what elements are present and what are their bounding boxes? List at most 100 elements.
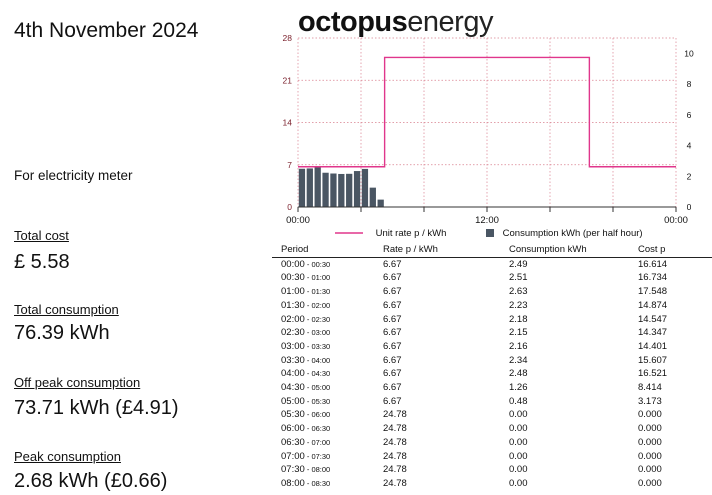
cell-consumption: 0.00 [509, 409, 528, 421]
period-start: 03:30 [281, 354, 305, 366]
cell-rate: 6.67 [383, 368, 402, 380]
table-row: 05:30 - 06:00 24.78 0.00 0.000 [272, 408, 712, 422]
period-start: 01:00 [281, 286, 305, 298]
period-start: 04:00 [281, 368, 305, 380]
period-end: 05:00 [311, 383, 331, 393]
consumption-bar [369, 187, 376, 207]
period-end: 08:30 [311, 478, 331, 488]
cell-consumption: 2.18 [509, 313, 528, 325]
cell-cost: 0.000 [638, 464, 662, 476]
x-tick-label: 00:00 [664, 215, 688, 226]
table-row: 06:30 - 07:00 24.78 0.00 0.000 [272, 436, 712, 450]
period-start: 06:30 [281, 436, 305, 448]
period-separator: - [304, 396, 312, 406]
period-separator: - [304, 314, 312, 324]
period-end: 04:30 [311, 369, 331, 379]
off-peak-value: 73.71 kWh (£4.91) [14, 397, 179, 419]
table-row: 03:00 - 03:30 6.67 2.16 14.401 [272, 340, 712, 354]
period-end: 07:30 [311, 451, 331, 461]
cell-period: 07:00 - 07:30 [272, 450, 383, 464]
consumption-bar [361, 168, 369, 207]
period-start: 01:30 [281, 299, 305, 311]
cell-consumption: 2.49 [509, 258, 528, 270]
peak-label: Peak consumption [14, 449, 121, 464]
period-end: 05:30 [311, 396, 331, 406]
right-axis-tick-label: 0 [687, 202, 692, 212]
meter-label: For electricity meter [14, 168, 133, 183]
period-separator: - [304, 287, 312, 297]
header-rate: Rate p / kWh [383, 244, 438, 255]
consumption-bar [346, 173, 353, 207]
legend-consumption: Consumption kWh (per half hour) [486, 228, 643, 239]
table-row: 07:00 - 07:30 24.78 0.00 0.000 [272, 450, 712, 464]
cell-period: 01:30 - 02:00 [272, 299, 383, 313]
left-axis-tick-label: 14 [283, 118, 293, 128]
period-separator: - [304, 451, 312, 461]
cell-cost: 0.000 [638, 450, 662, 462]
cell-rate: 6.67 [383, 313, 402, 325]
period-end: 01:00 [311, 273, 331, 283]
cell-consumption: 0.48 [509, 395, 528, 407]
table-row: 00:00 - 00:30 6.67 2.49 16.614 [272, 257, 712, 271]
cell-consumption: 1.26 [509, 382, 528, 394]
cell-rate: 6.67 [383, 286, 402, 298]
consumption-table: Period Rate p / kWh Consumption kWh Cost… [272, 243, 712, 491]
x-tick-label: 00:00 [286, 215, 310, 226]
left-axis-tick-label: 21 [283, 75, 293, 85]
cell-period: 00:30 - 01:00 [272, 271, 383, 285]
cell-period: 00:00 - 00:30 [272, 257, 383, 271]
unit-rate-line [298, 56, 676, 168]
period-separator: - [304, 424, 312, 434]
period-end: 01:30 [311, 287, 331, 297]
period-start: 02:00 [281, 313, 305, 325]
cell-rate: 24.78 [383, 477, 407, 489]
cell-rate: 6.67 [383, 299, 402, 311]
table-row: 04:00 - 04:30 6.67 2.48 16.521 [272, 367, 712, 381]
cell-period: 04:30 - 05:00 [272, 381, 383, 395]
consumption-bar [322, 172, 329, 207]
table-header-row: Period Rate p / kWh Consumption kWh Cost… [272, 243, 712, 258]
off-peak-label: Off peak consumption [14, 375, 141, 390]
page-date: 4th November 2024 [14, 19, 199, 42]
cell-consumption: 2.51 [509, 272, 528, 284]
cell-rate: 24.78 [383, 409, 407, 421]
cell-cost: 3.173 [638, 395, 662, 407]
period-start: 04:30 [281, 382, 305, 394]
consumption-rate-chart: 00:00 12:00 00:00 0 7 14 21 28 0 2 4 6 8 10 [283, 33, 694, 226]
period-separator: - [304, 478, 312, 488]
legend-consumption-swatch [486, 229, 494, 238]
cell-consumption: 0.00 [509, 477, 528, 489]
cell-consumption: 2.15 [509, 327, 528, 339]
period-start: 03:00 [281, 340, 305, 352]
cell-period: 01:00 - 01:30 [272, 285, 383, 299]
right-axis-tick-label: 6 [687, 110, 692, 120]
table-row: 07:30 - 08:00 24.78 0.00 0.000 [272, 463, 712, 477]
consumption-bar [306, 168, 313, 207]
cell-cost: 14.547 [638, 313, 668, 325]
header-period: Period [281, 244, 309, 255]
period-end: 03:30 [311, 341, 331, 351]
consumption-bar [377, 199, 384, 207]
left-axis-tick-label: 28 [283, 33, 293, 43]
period-separator: - [304, 355, 312, 365]
table-row: 02:00 - 02:30 6.67 2.18 14.547 [272, 313, 712, 327]
cell-period: 05:30 - 06:00 [272, 408, 383, 422]
period-end: 08:00 [311, 465, 331, 475]
table-row: 05:00 - 05:30 6.67 0.48 3.173 [272, 395, 712, 409]
period-separator: - [304, 273, 312, 283]
cell-period: 02:00 - 02:30 [272, 313, 383, 327]
cell-cost: 15.607 [638, 354, 668, 366]
period-start: 05:00 [281, 395, 305, 407]
period-start: 00:30 [281, 272, 305, 284]
right-axis-tick-label: 8 [687, 79, 692, 89]
period-separator: - [304, 465, 312, 475]
legend-consumption-label: Consumption kWh (per half hour) [502, 228, 643, 239]
period-end: 03:00 [311, 328, 331, 338]
header-consumption: Consumption kWh [509, 244, 587, 255]
legend-rate: Unit rate p / kWh [335, 228, 446, 239]
cell-cost: 0.000 [638, 423, 662, 435]
cell-rate: 6.67 [383, 272, 402, 284]
period-end: 06:00 [311, 410, 331, 420]
consumption-bar [353, 171, 361, 207]
cell-rate: 6.67 [383, 258, 402, 270]
